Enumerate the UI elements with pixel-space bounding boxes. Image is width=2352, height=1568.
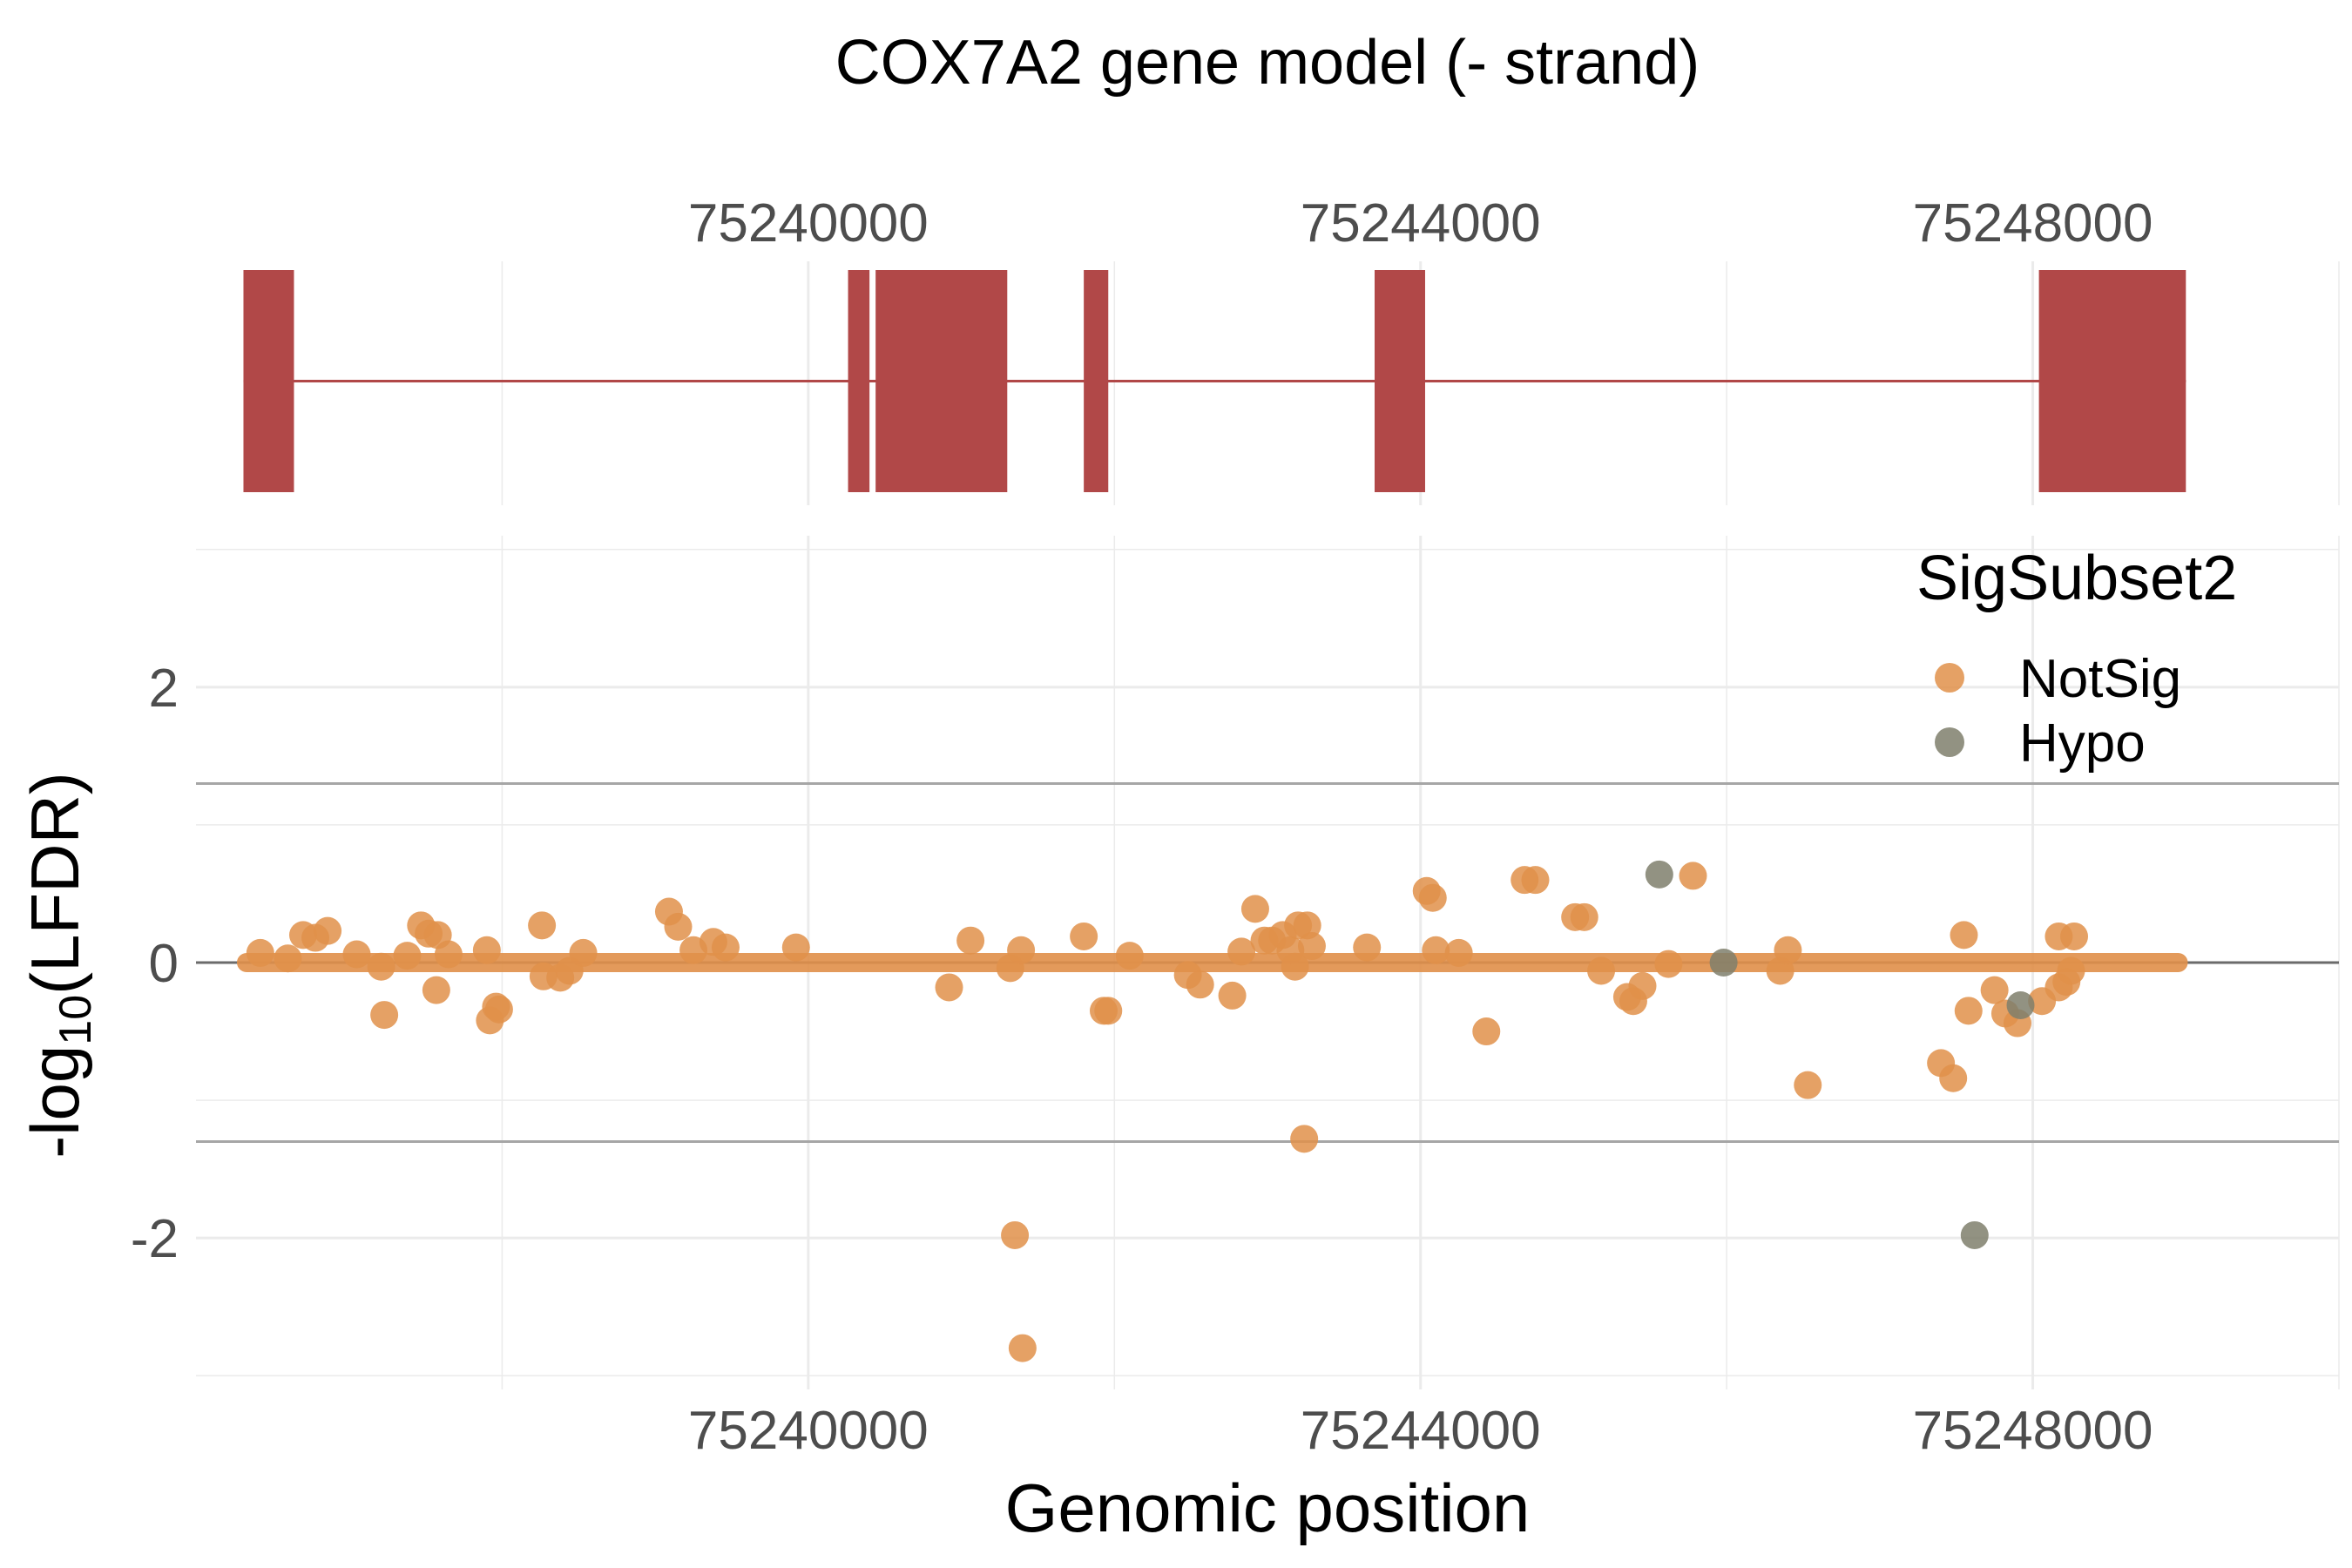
gene-exon	[875, 270, 1008, 492]
point-notsig	[956, 926, 985, 955]
point-notsig	[1186, 970, 1214, 999]
legend-title: SigSubset2	[1916, 544, 2237, 613]
point-notsig	[2060, 922, 2089, 950]
x-axis-label: Genomic position	[1005, 1470, 1531, 1546]
point-notsig	[1954, 997, 1983, 1025]
gene-exon	[1084, 270, 1109, 492]
x-axis-ticks: 75240000 75244000 75248000	[688, 1401, 2153, 1461]
point-hypo	[1709, 949, 1738, 977]
point-notsig	[1240, 895, 1269, 923]
point-notsig	[314, 916, 342, 945]
legend-label-notsig: NotSig	[2019, 649, 2181, 709]
point-notsig	[1950, 921, 1978, 950]
point-notsig	[1218, 981, 1247, 1010]
point-notsig	[484, 995, 513, 1024]
point-notsig	[1094, 997, 1123, 1025]
point-notsig	[1444, 938, 1473, 967]
point-hypo	[2006, 991, 2035, 1019]
legend-swatch-notsig	[1935, 663, 1964, 693]
point-notsig	[1679, 862, 1707, 890]
point-notsig	[1774, 936, 1802, 964]
point-notsig	[569, 938, 598, 967]
gene-exons	[243, 270, 2186, 492]
point-notsig	[342, 940, 371, 969]
x-tick-label: 75248000	[1913, 1401, 2153, 1461]
point-notsig	[1472, 1017, 1501, 1046]
point-notsig	[1353, 933, 1382, 962]
gene-exon	[2038, 270, 2186, 492]
gene-exon	[243, 270, 294, 492]
point-notsig	[1587, 956, 1616, 985]
gene-x-tick-label: 75248000	[1913, 193, 2153, 253]
point-notsig	[1227, 937, 1256, 966]
point-notsig	[664, 912, 693, 941]
gene-model-panel: 75240000 75244000 75248000	[243, 193, 2340, 505]
gene-x-tick-label: 75240000	[688, 193, 929, 253]
point-notsig	[370, 1001, 399, 1030]
point-notsig	[1521, 866, 1550, 895]
gene-exon	[848, 270, 870, 492]
scatter-points	[246, 860, 2089, 1362]
point-notsig	[1290, 1125, 1319, 1153]
x-tick-label: 75240000	[688, 1401, 929, 1461]
point-notsig	[1007, 936, 1036, 964]
point-notsig	[1628, 971, 1657, 1000]
point-notsig	[1794, 1071, 1822, 1099]
point-notsig	[1422, 936, 1450, 964]
y-axis-label-prefix: -log	[17, 1045, 93, 1159]
gene-exon	[1375, 270, 1425, 492]
point-notsig	[1001, 1220, 1030, 1249]
legend-label-hypo: Hypo	[2019, 713, 2146, 774]
point-hypo	[1960, 1220, 1989, 1249]
point-notsig	[1418, 883, 1447, 912]
point-notsig	[1570, 902, 1598, 931]
y-tick-label: 0	[149, 934, 179, 994]
legend-swatch-hypo	[1935, 727, 1964, 757]
point-notsig	[434, 940, 463, 969]
point-notsig	[422, 976, 450, 1004]
chart-title: COX7A2 gene model (- strand)	[835, 28, 1700, 98]
gene-x-tick-label: 75244000	[1301, 193, 1541, 253]
point-notsig	[1939, 1064, 1968, 1092]
point-notsig	[1070, 922, 1098, 950]
x-tick-label: 75244000	[1301, 1401, 1541, 1461]
y-axis-label: -log10(LFDR)	[17, 772, 101, 1159]
point-notsig	[935, 973, 963, 1002]
point-hypo	[1645, 860, 1673, 889]
point-notsig	[1980, 976, 2009, 1004]
scatter-panel: -2 0 2 75240000 75244000 75248000	[131, 536, 2340, 1461]
point-notsig	[528, 911, 557, 940]
point-notsig	[472, 936, 501, 964]
point-notsig	[711, 933, 740, 962]
y-axis-label-suffix: (LFDR)	[17, 772, 93, 995]
gene-model-x-ticks: 75240000 75244000 75248000	[688, 193, 2153, 253]
y-tick-label: -2	[131, 1209, 179, 1269]
point-notsig	[1008, 1334, 1037, 1362]
point-notsig	[1297, 932, 1326, 961]
point-notsig	[1654, 950, 1683, 978]
y-axis-ticks: -2 0 2	[131, 659, 179, 1269]
legend: SigSubset2 NotSig Hypo	[1916, 544, 2237, 774]
point-notsig	[1115, 942, 1144, 970]
point-notsig	[781, 933, 810, 962]
point-notsig	[1281, 952, 1309, 981]
threshold-lines	[196, 782, 2339, 1143]
point-notsig	[2057, 956, 2085, 985]
point-notsig	[367, 952, 395, 981]
point-notsig	[274, 944, 302, 973]
y-tick-label: 2	[149, 659, 179, 719]
y-axis-label-subscript: 10	[51, 995, 101, 1045]
point-notsig	[246, 938, 274, 967]
point-notsig	[393, 942, 422, 970]
